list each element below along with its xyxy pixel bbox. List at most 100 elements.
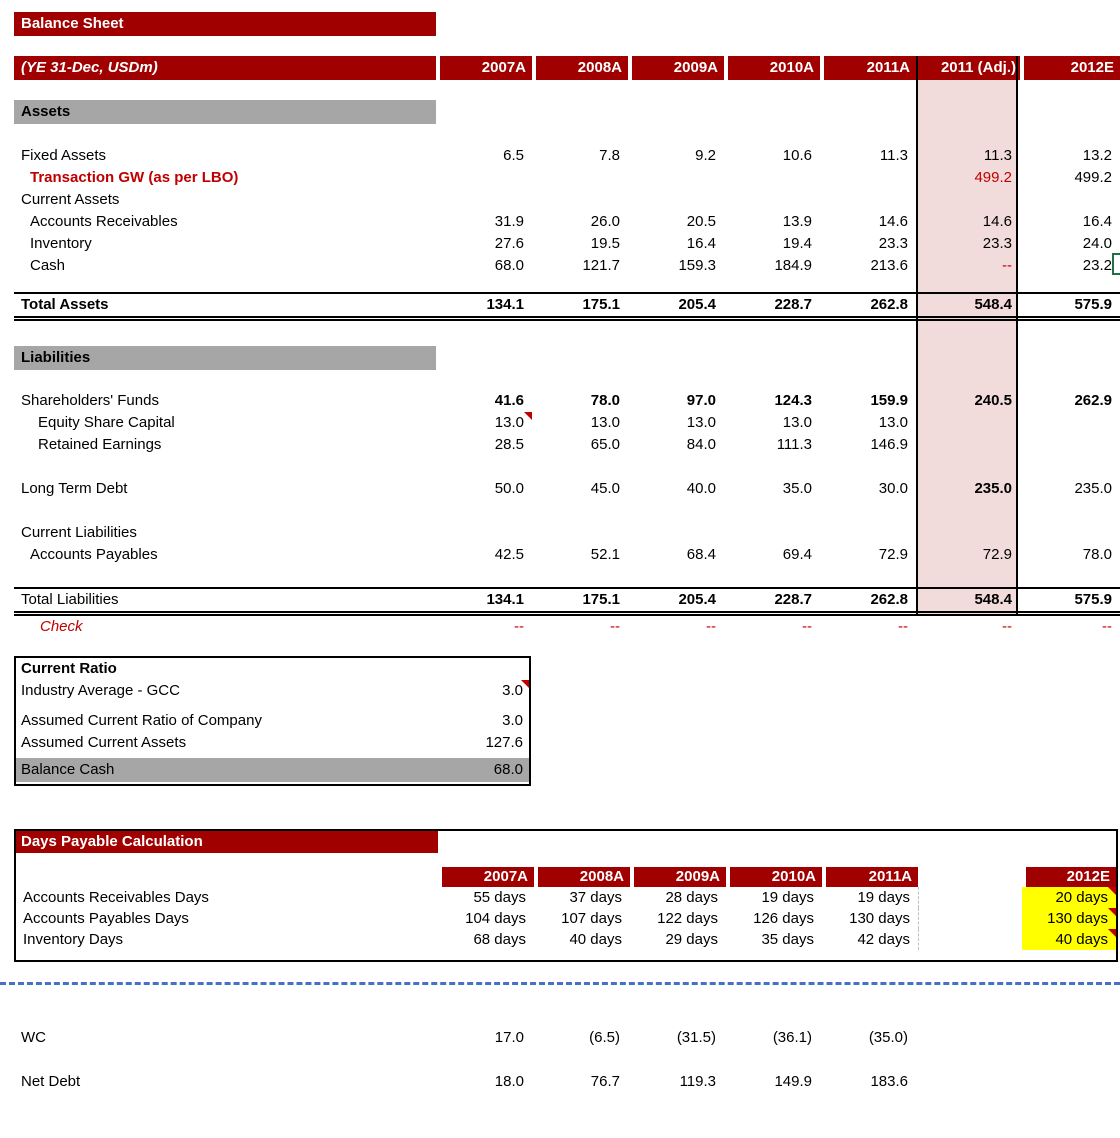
assumed-current-assets-row[interactable]: Assumed Current Assets 127.6 bbox=[16, 732, 529, 754]
value-cell[interactable]: 575.9 bbox=[1074, 591, 1112, 608]
value-cell[interactable]: 205.4 bbox=[678, 296, 716, 313]
assumed-current-ratio-row[interactable]: Assumed Current Ratio of Company 3.0 bbox=[16, 710, 529, 732]
value-cell[interactable]: 240.5 bbox=[974, 392, 1012, 409]
row-label[interactable]: WC bbox=[21, 1029, 46, 1046]
value-cell[interactable]: 9.2 bbox=[695, 147, 716, 164]
value-cell[interactable] bbox=[916, 522, 1020, 544]
value-cell[interactable]: 262.9 bbox=[1074, 392, 1112, 409]
value-cell[interactable]: 35.0 bbox=[782, 480, 812, 497]
value-cell[interactable]: 127.6 bbox=[485, 734, 523, 751]
value-cell[interactable] bbox=[628, 522, 724, 544]
value-cell[interactable]: 3.0 bbox=[502, 712, 523, 729]
value-cell[interactable] bbox=[918, 887, 1022, 908]
row-label[interactable]: Current Liabilities bbox=[21, 524, 137, 541]
value-cell[interactable] bbox=[1020, 1027, 1120, 1049]
value-cell[interactable]: 23.3 bbox=[878, 235, 908, 252]
value-cell[interactable]: 40 days bbox=[1022, 929, 1116, 950]
value-cell[interactable]: 68.0 bbox=[494, 257, 524, 274]
value-cell[interactable]: 45.0 bbox=[590, 480, 620, 497]
value-cell[interactable] bbox=[724, 189, 820, 211]
row-label[interactable]: Accounts Payables Days bbox=[23, 910, 189, 927]
value-cell[interactable]: 19 days bbox=[761, 889, 814, 906]
value-cell[interactable]: 68.0 bbox=[493, 761, 523, 778]
value-cell[interactable]: 122 days bbox=[657, 910, 718, 927]
days-column-2009a[interactable]: 2009A bbox=[630, 867, 726, 887]
row-label[interactable]: Inventory bbox=[30, 235, 92, 252]
column-header-2011a[interactable]: 2011A bbox=[820, 56, 916, 80]
value-cell[interactable] bbox=[628, 189, 724, 211]
value-cell[interactable] bbox=[628, 167, 724, 189]
unit-label-cell[interactable]: (YE 31-Dec, USDm) bbox=[14, 56, 436, 80]
value-cell[interactable] bbox=[532, 167, 628, 189]
value-cell[interactable]: 19.5 bbox=[590, 235, 620, 252]
row-label[interactable]: Total Assets bbox=[21, 296, 109, 313]
row-label[interactable]: Accounts Payables bbox=[30, 546, 158, 563]
value-cell[interactable]: 14.6 bbox=[878, 213, 908, 230]
value-cell[interactable]: 3.0 bbox=[502, 682, 523, 699]
column-header-2009a[interactable]: 2009A bbox=[628, 56, 724, 80]
value-cell[interactable]: 11.3 bbox=[879, 147, 908, 164]
value-cell[interactable]: 175.1 bbox=[582, 591, 620, 608]
value-cell[interactable]: 28 days bbox=[665, 889, 718, 906]
value-cell[interactable] bbox=[916, 189, 1020, 211]
value-cell[interactable]: 24.0 bbox=[1082, 235, 1112, 252]
column-header-2007a[interactable]: 2007A bbox=[436, 56, 532, 80]
value-cell[interactable]: 14.6 bbox=[982, 213, 1012, 230]
value-cell[interactable]: 499.2 bbox=[1074, 169, 1112, 186]
value-cell[interactable]: 13.0 bbox=[686, 414, 716, 431]
value-cell[interactable]: 104 days bbox=[465, 910, 526, 927]
days-payable-title[interactable]: Days Payable Calculation bbox=[16, 831, 438, 853]
value-cell[interactable]: 31.9 bbox=[494, 213, 524, 230]
value-cell[interactable]: 134.1 bbox=[486, 296, 524, 313]
row-label[interactable]: Net Debt bbox=[21, 1073, 81, 1090]
value-cell[interactable]: 42.5 bbox=[494, 546, 524, 563]
value-cell[interactable]: 20 days bbox=[1022, 887, 1116, 908]
value-cell[interactable]: 205.4 bbox=[678, 591, 716, 608]
row-label[interactable]: Retained Earnings bbox=[38, 436, 162, 453]
value-cell[interactable]: -- bbox=[802, 618, 812, 635]
value-cell[interactable] bbox=[918, 908, 1022, 929]
value-cell[interactable]: 26.0 bbox=[590, 213, 620, 230]
value-cell[interactable]: 119.3 bbox=[679, 1073, 716, 1090]
value-cell[interactable]: 17.0 bbox=[494, 1029, 524, 1046]
value-cell[interactable]: 121.7 bbox=[582, 257, 620, 274]
value-cell[interactable]: 68.4 bbox=[686, 546, 716, 563]
value-cell[interactable]: 159.9 bbox=[870, 392, 908, 409]
value-cell[interactable]: 28.5 bbox=[494, 436, 524, 453]
value-cell[interactable]: 13.0 bbox=[878, 414, 908, 431]
value-cell[interactable]: 23.2 bbox=[1082, 257, 1112, 274]
value-cell[interactable] bbox=[724, 167, 820, 189]
value-cell[interactable]: 548.4 bbox=[974, 296, 1012, 313]
balance-cash-row[interactable]: Balance Cash 68.0 bbox=[16, 758, 529, 782]
value-cell[interactable] bbox=[916, 434, 1020, 456]
row-label[interactable]: Check bbox=[40, 618, 83, 635]
value-cell[interactable] bbox=[820, 189, 916, 211]
value-cell[interactable]: 29 days bbox=[665, 931, 718, 948]
value-cell[interactable]: 19.4 bbox=[782, 235, 812, 252]
row-label[interactable]: Fixed Assets bbox=[21, 147, 107, 164]
value-cell[interactable]: 262.8 bbox=[870, 591, 908, 608]
value-cell[interactable]: 50.0 bbox=[494, 480, 524, 497]
value-cell[interactable]: -- bbox=[1102, 618, 1112, 635]
value-cell[interactable]: 11.3 bbox=[983, 147, 1012, 164]
value-cell[interactable]: 126 days bbox=[753, 910, 814, 927]
value-cell[interactable] bbox=[532, 522, 628, 544]
value-cell[interactable]: 149.9 bbox=[774, 1073, 812, 1090]
column-header-2012e[interactable]: 2012E bbox=[1020, 56, 1120, 80]
value-cell[interactable] bbox=[436, 522, 532, 544]
value-cell[interactable]: 13.9 bbox=[782, 213, 812, 230]
value-cell[interactable]: (35.0) bbox=[868, 1029, 908, 1046]
days-column-2007a[interactable]: 2007A bbox=[438, 867, 534, 887]
current-ratio-title[interactable]: Current Ratio bbox=[21, 660, 117, 677]
value-cell[interactable]: 97.0 bbox=[686, 392, 716, 409]
value-cell[interactable]: 499.2 bbox=[974, 169, 1012, 186]
value-cell[interactable] bbox=[1020, 434, 1120, 456]
value-cell[interactable]: (31.5) bbox=[676, 1029, 716, 1046]
row-label[interactable]: Accounts Receivables Days bbox=[23, 889, 209, 906]
row-label[interactable]: Current Assets bbox=[21, 191, 120, 208]
value-cell[interactable]: 235.0 bbox=[1074, 480, 1112, 497]
row-label[interactable]: Total Liabilities bbox=[21, 591, 119, 608]
value-cell[interactable] bbox=[820, 167, 916, 189]
value-cell[interactable] bbox=[918, 929, 1022, 950]
value-cell[interactable] bbox=[724, 522, 820, 544]
